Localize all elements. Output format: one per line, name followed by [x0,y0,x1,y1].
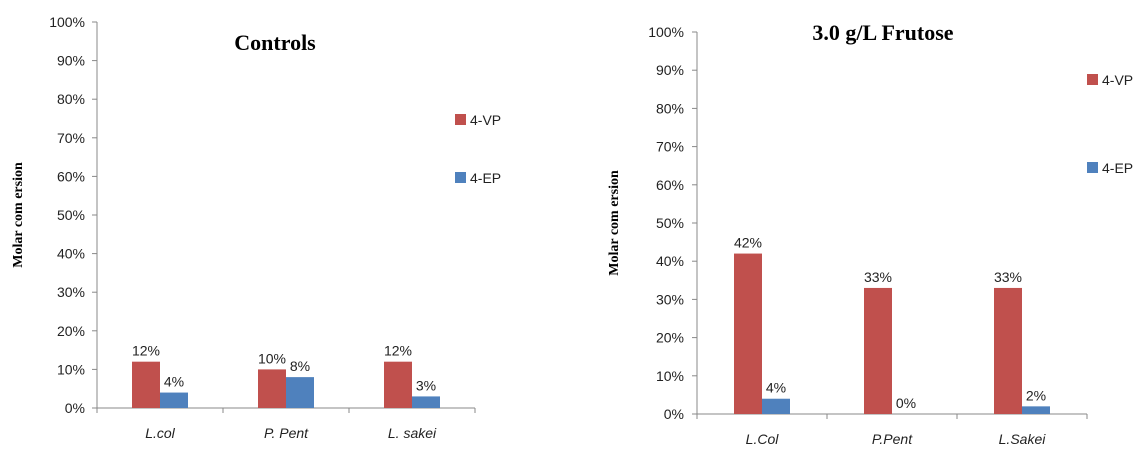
data-label: 2% [1026,387,1046,403]
y-tick-label: 70% [57,130,85,146]
chart-title: 3.0 g/L Frutose [812,20,953,45]
y-tick-label: 70% [656,139,684,155]
data-label: 42% [734,235,762,251]
bar-4-ep-2 [1022,406,1050,414]
y-tick-label: 90% [57,53,85,69]
bar-4-vp-0 [734,253,762,414]
y-tick-label: 80% [656,100,684,116]
y-tick-label: 50% [57,207,85,223]
data-label: 10% [258,350,286,366]
y-tick-label: 10% [57,361,85,377]
category-label: P. Pent [264,425,309,441]
data-label: 3% [416,377,436,393]
y-tick-label: 10% [656,368,684,384]
bar-4-ep-0 [762,398,790,414]
y-tick-label: 30% [57,284,85,300]
bar-4-vp-1 [864,287,892,414]
y-tick-label: 0% [664,406,684,422]
category-label: P.Pent [872,431,913,447]
chart-fructose: 0% 10% 20% 30% 40% 50% 60% 70% 80% 90% 100% L.Col 42… [607,20,1133,447]
y-axis-label: Molar com ersion [607,170,622,276]
bar-4-ep-1 [286,377,314,408]
category-label: L.Sakei [999,431,1047,447]
chart-controls: 0% 10% 20% 30% 40% 50% 60% 70% 80% 90% 100% L.col 12… [11,14,501,441]
bar-4-vp-2 [384,361,412,408]
category-label: L.Col [746,431,780,447]
bar-4-vp-1 [258,369,286,408]
bar-4-ep-2 [412,396,440,408]
y-tick-label: 30% [656,291,684,307]
y-tick-label: 60% [57,168,85,184]
data-label: 4% [766,380,786,396]
y-tick-label: 100% [648,24,684,40]
legend-swatch-4-vp [455,114,466,125]
data-label: 4% [164,374,184,390]
data-label: 0% [896,395,916,411]
legend-label: 4-VP [470,112,501,128]
legend-label: 4-EP [1102,160,1133,176]
data-label: 8% [290,358,310,374]
data-label: 33% [864,269,892,285]
data-label: 33% [994,269,1022,285]
legend-label: 4-EP [470,170,501,186]
y-tick-label: 90% [656,62,684,78]
bar-4-vp-2 [994,287,1022,414]
legend-swatch-4-vp [1087,74,1098,85]
chart-title: Controls [234,30,316,55]
data-label: 12% [384,343,412,359]
y-tick-label: 20% [57,323,85,339]
legend-swatch-4-ep [1087,162,1098,173]
y-axis-label: Molar com ersion [11,162,26,268]
category-label: L.col [145,425,175,441]
y-tick-label: 50% [656,215,684,231]
legend-swatch-4-ep [455,172,466,183]
y-tick-label: 60% [656,177,684,193]
y-tick-label: 100% [49,14,85,30]
legend-label: 4-VP [1102,72,1133,88]
data-label: 12% [132,343,160,359]
y-tick-label: 40% [656,253,684,269]
bar-4-ep-0 [160,392,188,408]
y-tick-label: 0% [65,400,85,416]
bar-4-vp-0 [132,361,160,408]
y-tick-label: 80% [57,91,85,107]
category-label: L. sakei [388,425,437,441]
y-tick-label: 40% [57,246,85,262]
y-tick-label: 20% [656,330,684,346]
